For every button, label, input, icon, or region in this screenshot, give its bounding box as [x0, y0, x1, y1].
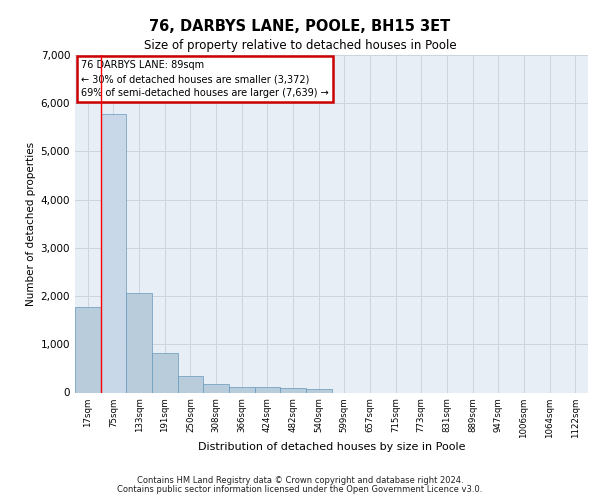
- Bar: [254, 388, 280, 392]
- Bar: [101, 114, 127, 392]
- Bar: [178, 376, 203, 392]
- Y-axis label: Number of detached properties: Number of detached properties: [26, 142, 37, 306]
- Bar: [127, 293, 152, 392]
- Text: Contains HM Land Registry data © Crown copyright and database right 2024.: Contains HM Land Registry data © Crown c…: [137, 476, 463, 485]
- Text: 76, DARBYS LANE, POOLE, BH15 3ET: 76, DARBYS LANE, POOLE, BH15 3ET: [149, 19, 451, 34]
- Bar: [306, 389, 331, 392]
- Text: 76 DARBYS LANE: 89sqm
← 30% of detached houses are smaller (3,372)
69% of semi-d: 76 DARBYS LANE: 89sqm ← 30% of detached …: [81, 60, 329, 98]
- Bar: [229, 386, 254, 392]
- X-axis label: Distribution of detached houses by size in Poole: Distribution of detached houses by size …: [198, 442, 465, 452]
- Bar: [280, 388, 306, 392]
- Bar: [203, 384, 229, 392]
- Bar: [152, 353, 178, 393]
- Text: Contains public sector information licensed under the Open Government Licence v3: Contains public sector information licen…: [118, 485, 482, 494]
- Bar: [75, 306, 101, 392]
- Text: Size of property relative to detached houses in Poole: Size of property relative to detached ho…: [143, 39, 457, 52]
